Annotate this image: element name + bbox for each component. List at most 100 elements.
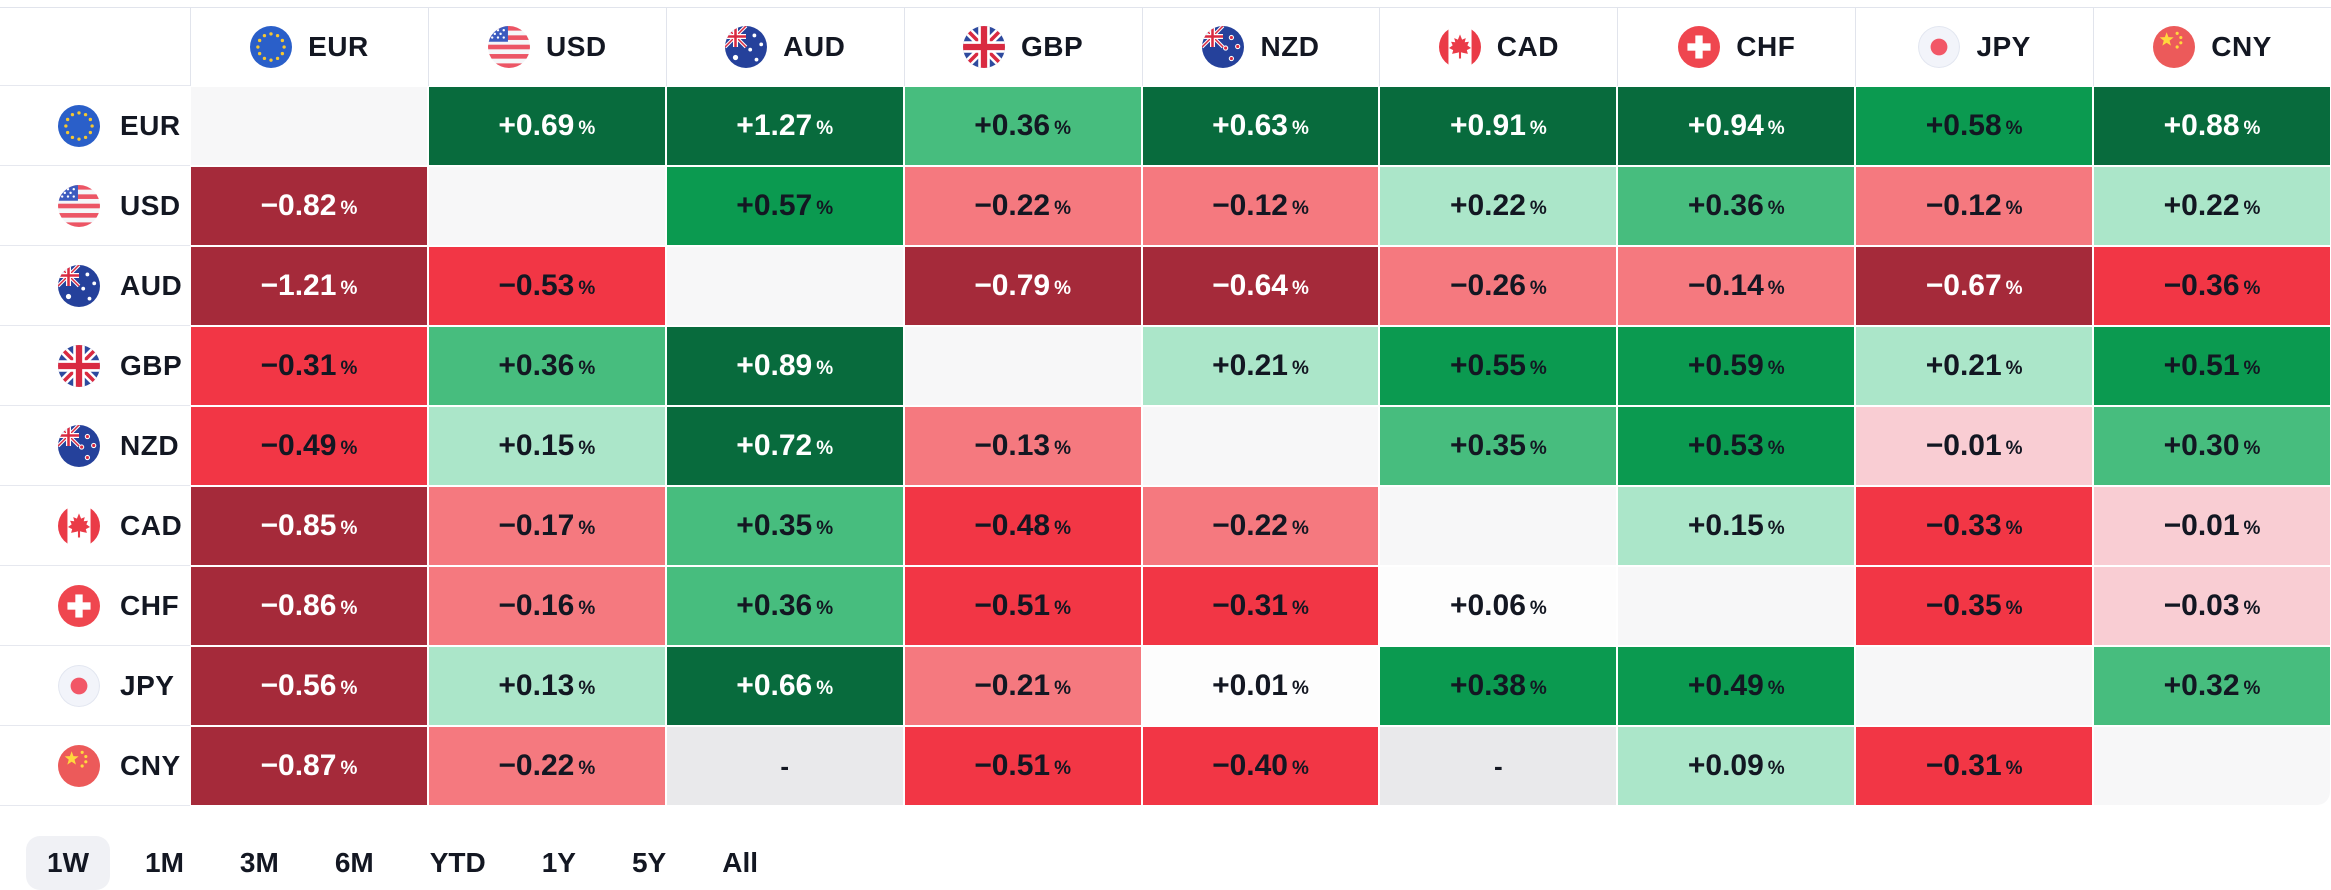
cell-chf-aud[interactable]: +0.36% [665,566,904,646]
cell-eur-aud[interactable]: +1.27% [665,86,904,166]
cell-usd-cad[interactable]: +0.22% [1379,166,1618,246]
cell-eur-cny[interactable]: +0.88% [2093,86,2331,166]
cell-aud-nzd[interactable]: −0.64% [1141,246,1380,326]
row-header-usd[interactable]: USD [0,166,190,246]
cell-jpy-jpy[interactable] [1855,646,2094,726]
range-button-3m[interactable]: 3M [219,836,300,890]
cell-eur-gbp[interactable]: +0.36% [903,86,1142,166]
row-header-jpy[interactable]: JPY [0,646,190,726]
cell-gbp-jpy[interactable]: +0.21% [1855,326,2094,406]
cell-cny-aud[interactable]: - [665,726,904,806]
row-header-gbp[interactable]: GBP [0,326,190,406]
cell-aud-aud[interactable] [665,246,904,326]
range-button-ytd[interactable]: YTD [409,836,507,890]
range-button-1m[interactable]: 1M [124,836,205,890]
cell-aud-gbp[interactable]: −0.79% [903,246,1142,326]
cell-nzd-nzd[interactable] [1141,406,1380,486]
row-header-eur[interactable]: EUR [0,86,190,166]
cell-jpy-gbp[interactable]: −0.21% [903,646,1142,726]
cell-jpy-eur[interactable]: −0.56% [190,646,428,726]
cell-nzd-usd[interactable]: +0.15% [427,406,666,486]
cell-gbp-eur[interactable]: −0.31% [190,326,428,406]
range-button-1y[interactable]: 1Y [521,836,597,890]
cell-aud-chf[interactable]: −0.14% [1617,246,1856,326]
cell-aud-jpy[interactable]: −0.67% [1855,246,2094,326]
cell-gbp-usd[interactable]: +0.36% [427,326,666,406]
cell-usd-nzd[interactable]: −0.12% [1141,166,1380,246]
cell-gbp-cny[interactable]: +0.51% [2093,326,2331,406]
cell-jpy-cad[interactable]: +0.38% [1379,646,1618,726]
range-button-6m[interactable]: 6M [314,836,395,890]
row-header-chf[interactable]: CHF [0,566,190,646]
row-header-cny[interactable]: CNY [0,726,190,806]
cell-eur-usd[interactable]: +0.69% [427,86,666,166]
cell-gbp-gbp[interactable] [903,326,1142,406]
cell-usd-chf[interactable]: +0.36% [1617,166,1856,246]
cell-chf-jpy[interactable]: −0.35% [1855,566,2094,646]
cell-usd-gbp[interactable]: −0.22% [903,166,1142,246]
cell-cny-chf[interactable]: +0.09% [1617,726,1856,806]
cell-gbp-nzd[interactable]: +0.21% [1141,326,1380,406]
cell-jpy-aud[interactable]: +0.66% [665,646,904,726]
cell-cad-chf[interactable]: +0.15% [1617,486,1856,566]
cell-chf-cad[interactable]: +0.06% [1379,566,1618,646]
cell-cad-nzd[interactable]: −0.22% [1141,486,1380,566]
column-header-cny[interactable]: CNY [2093,8,2331,86]
cell-aud-eur[interactable]: −1.21% [190,246,428,326]
cell-eur-eur[interactable] [190,86,428,166]
cell-cny-jpy[interactable]: −0.31% [1855,726,2094,806]
cell-nzd-jpy[interactable]: −0.01% [1855,406,2094,486]
cell-aud-cny[interactable]: −0.36% [2093,246,2331,326]
cell-usd-cny[interactable]: +0.22% [2093,166,2331,246]
cell-nzd-aud[interactable]: +0.72% [665,406,904,486]
range-button-5y[interactable]: 5Y [611,836,687,890]
row-header-nzd[interactable]: NZD [0,406,190,486]
cell-aud-cad[interactable]: −0.26% [1379,246,1618,326]
cell-cad-aud[interactable]: +0.35% [665,486,904,566]
cell-jpy-chf[interactable]: +0.49% [1617,646,1856,726]
cell-nzd-chf[interactable]: +0.53% [1617,406,1856,486]
cell-cny-gbp[interactable]: −0.51% [903,726,1142,806]
cell-cny-cny[interactable] [2093,726,2331,806]
cell-nzd-gbp[interactable]: −0.13% [903,406,1142,486]
cell-jpy-nzd[interactable]: +0.01% [1141,646,1380,726]
row-header-cad[interactable]: CAD [0,486,190,566]
cell-cny-usd[interactable]: −0.22% [427,726,666,806]
cell-jpy-cny[interactable]: +0.32% [2093,646,2331,726]
cell-usd-eur[interactable]: −0.82% [190,166,428,246]
column-header-aud[interactable]: AUD [665,8,904,86]
cell-cad-jpy[interactable]: −0.33% [1855,486,2094,566]
range-button-all[interactable]: All [701,836,779,890]
cell-chf-chf[interactable] [1617,566,1856,646]
cell-chf-usd[interactable]: −0.16% [427,566,666,646]
cell-cad-eur[interactable]: −0.85% [190,486,428,566]
cell-eur-nzd[interactable]: +0.63% [1141,86,1380,166]
cell-cny-eur[interactable]: −0.87% [190,726,428,806]
cell-usd-aud[interactable]: +0.57% [665,166,904,246]
column-header-nzd[interactable]: NZD [1141,8,1380,86]
range-button-1w[interactable]: 1W [26,836,110,890]
column-header-jpy[interactable]: JPY [1855,8,2094,86]
column-header-gbp[interactable]: GBP [903,8,1142,86]
cell-cad-usd[interactable]: −0.17% [427,486,666,566]
cell-chf-cny[interactable]: −0.03% [2093,566,2331,646]
row-header-aud[interactable]: AUD [0,246,190,326]
cell-cad-cad[interactable] [1379,486,1618,566]
cell-gbp-cad[interactable]: +0.55% [1379,326,1618,406]
cell-chf-eur[interactable]: −0.86% [190,566,428,646]
cell-nzd-cny[interactable]: +0.30% [2093,406,2331,486]
cell-cny-cad[interactable]: - [1379,726,1618,806]
cell-usd-jpy[interactable]: −0.12% [1855,166,2094,246]
cell-usd-usd[interactable] [427,166,666,246]
cell-eur-cad[interactable]: +0.91% [1379,86,1618,166]
cell-aud-usd[interactable]: −0.53% [427,246,666,326]
cell-cad-gbp[interactable]: −0.48% [903,486,1142,566]
cell-cad-cny[interactable]: −0.01% [2093,486,2331,566]
column-header-eur[interactable]: EUR [190,8,428,86]
column-header-cad[interactable]: CAD [1379,8,1618,86]
cell-chf-nzd[interactable]: −0.31% [1141,566,1380,646]
cell-eur-chf[interactable]: +0.94% [1617,86,1856,166]
cell-nzd-eur[interactable]: −0.49% [190,406,428,486]
cell-eur-jpy[interactable]: +0.58% [1855,86,2094,166]
column-header-chf[interactable]: CHF [1617,8,1856,86]
